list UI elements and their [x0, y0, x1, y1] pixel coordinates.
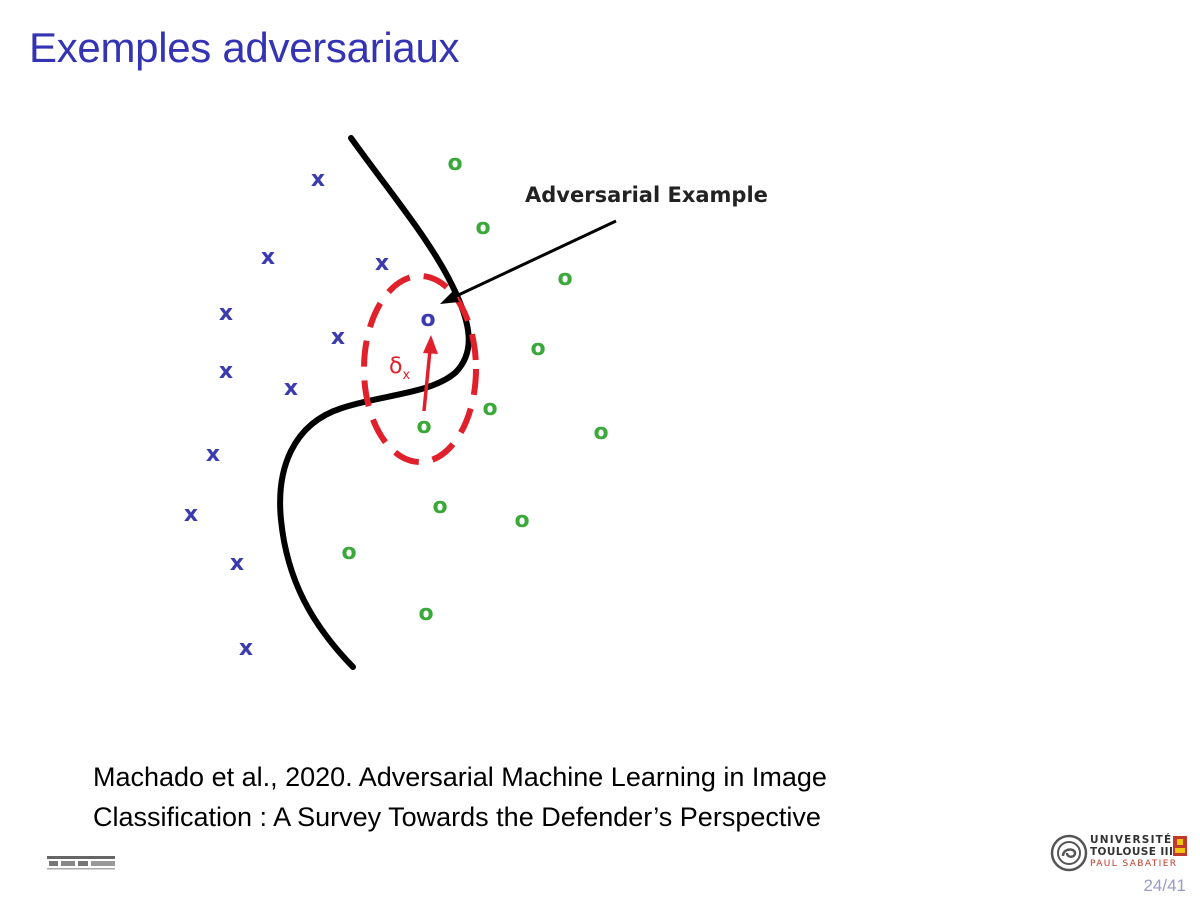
perturbation-region [361, 273, 479, 465]
class-b-point: o [447, 151, 462, 176]
class-a-point: x [331, 325, 345, 350]
class-b-point: o [418, 601, 433, 626]
class-a-point: x [239, 636, 253, 661]
university-name-line-2: TOULOUSE III [1090, 846, 1174, 858]
class-a-points: x x x x x x x x x x x [184, 167, 389, 661]
class-a-point: x [219, 301, 233, 326]
slide-title: Exemples adversariaux [29, 24, 460, 71]
class-b-point: o [482, 396, 497, 421]
university-seal-icon [1050, 834, 1088, 872]
class-b-point: o [432, 494, 447, 519]
class-a-point: x [206, 442, 220, 467]
class-a-point: x [230, 551, 244, 576]
class-b-point: o [593, 420, 608, 445]
class-a-point: x [261, 245, 275, 270]
decision-boundary [277, 135, 472, 670]
university-name-line-1: UNIVERSITÉ [1090, 834, 1173, 846]
perturbation-label: δx [389, 354, 410, 383]
adversarial-point: o [420, 307, 435, 332]
university-crest-icon [1173, 836, 1187, 856]
lab-logo [47, 856, 115, 870]
class-a-point: x [375, 251, 389, 276]
citation-line-1: Machado et al., 2020. Adversarial Machin… [93, 762, 827, 792]
university-logo: UNIVERSITÉ TOULOUSE III PAUL SABATIER [1050, 832, 1190, 874]
page-number: 24/41 [1143, 876, 1186, 895]
class-b-points: o o o o o o o o o o o [341, 151, 608, 626]
class-b-point: o [475, 215, 490, 240]
class-b-point: o [416, 414, 431, 439]
university-name-line-3: PAUL SABATIER [1090, 859, 1178, 869]
class-a-point: x [284, 376, 298, 401]
annotation-arrow [440, 219, 617, 304]
perturbation-arrow [422, 335, 438, 412]
class-b-point: o [514, 508, 529, 533]
class-b-point: o [341, 540, 356, 565]
class-a-point: x [219, 359, 233, 384]
citation: Machado et al., 2020. Adversarial Machin… [93, 757, 827, 837]
class-a-point: x [311, 167, 325, 192]
class-b-point: o [530, 336, 545, 361]
class-b-point: o [557, 266, 572, 291]
citation-line-2: Classification : A Survey Towards the De… [93, 802, 821, 832]
class-a-point: x [184, 502, 198, 527]
annotation-label: Adversarial Example [525, 183, 768, 207]
